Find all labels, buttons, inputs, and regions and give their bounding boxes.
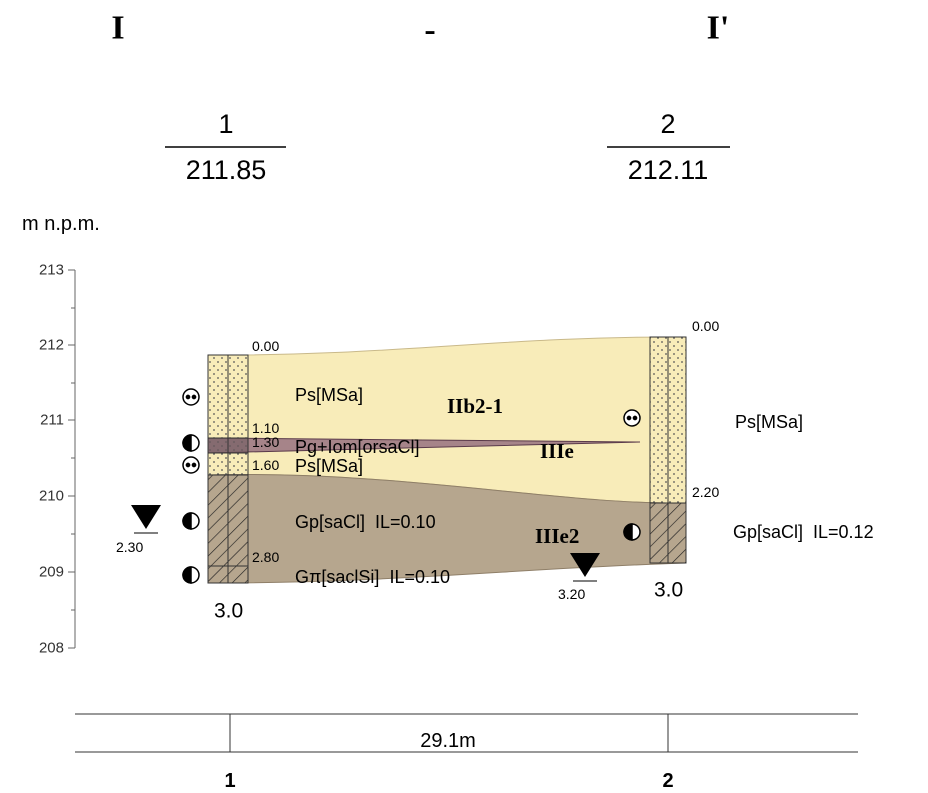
distance-label: 29.1m (420, 730, 476, 752)
section-title: I (111, 10, 124, 47)
axis-tick-label: 208 (39, 640, 64, 657)
layer-label: Gp[saCl] IL=0.12 (733, 522, 874, 542)
borehole-depth: 3.0 (214, 600, 243, 623)
borehole-elevation: 211.85 (186, 155, 267, 185)
section-title: - (424, 12, 435, 49)
water-level-marker (131, 505, 161, 529)
axis-tick-label: 211 (40, 412, 64, 429)
axis-tick-label: 212 (39, 337, 64, 354)
water-level-label: 2.30 (116, 539, 143, 555)
axis-tick-label: 210 (39, 488, 64, 505)
depth-label: 2.20 (692, 484, 719, 500)
borehole-depth: 3.0 (654, 579, 683, 602)
layer-label: Gp[saCl] IL=0.10 (295, 512, 436, 532)
unit-label: IIIe (540, 439, 574, 463)
point-label: 2 (662, 770, 673, 792)
water-level-label: 3.20 (558, 586, 585, 602)
cross-section: I - I' 1 211.85 2 212.11 m n.p.m. 213 21… (0, 0, 928, 793)
axis-tick-label: 209 (39, 564, 64, 581)
point-label: 1 (224, 770, 235, 792)
depth-label: 0.00 (692, 318, 719, 334)
depth-label: 1.30 (252, 434, 279, 450)
borehole-number: 2 (660, 109, 675, 139)
axis-tick-label: 213 (39, 262, 64, 279)
elevation-axis (68, 270, 75, 648)
layer-label: Ps[MSa] (735, 412, 803, 432)
depth-label: 2.80 (252, 549, 279, 565)
depth-label: 1.60 (252, 457, 279, 473)
axis-unit: m n.p.m. (22, 213, 100, 235)
layer-label: Ps[MSa] (295, 456, 363, 476)
layer-label: Pg+Iom[orsaCl] (295, 437, 420, 457)
borehole-elevation: 212.11 (628, 155, 709, 185)
depth-label: 0.00 (252, 338, 279, 354)
layer-label: Gπ[saclSi] IL=0.10 (295, 567, 450, 587)
layer-label: Ps[MSa] (295, 385, 363, 405)
borehole-number: 1 (218, 109, 233, 139)
unit-label: IIIe2 (535, 524, 579, 548)
section-title: I' (707, 10, 730, 47)
unit-label: IIb2-1 (447, 394, 503, 418)
